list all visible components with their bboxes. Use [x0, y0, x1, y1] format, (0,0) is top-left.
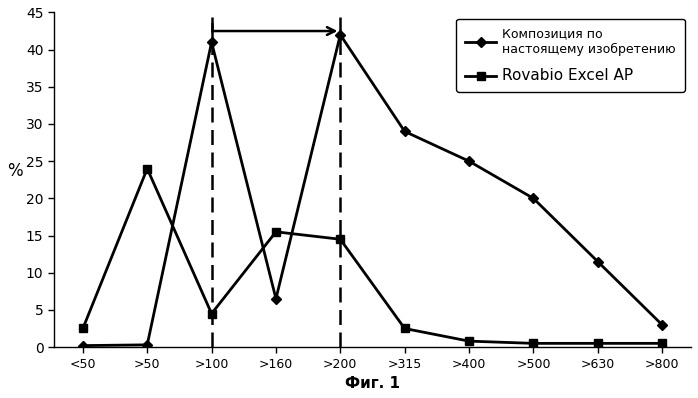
- Композиция по
настоящему изобретению: [79, 343, 87, 348]
- Rovabio Excel AP: [529, 341, 537, 346]
- Композиция по
настоящему изобретению: [272, 297, 280, 301]
- Композиция по
настоящему изобретению: [658, 322, 667, 327]
- Rovabio Excel AP: [336, 237, 345, 242]
- Rovabio Excel AP: [207, 311, 216, 316]
- Rovabio Excel AP: [593, 341, 602, 346]
- Legend: Композиция по
настоящему изобретению, Rovabio Excel AP: Композиция по настоящему изобретению, Ro…: [456, 19, 685, 92]
- Композиция по
настоящему изобретению: [336, 32, 345, 37]
- Композиция по
настоящему изобретению: [529, 196, 537, 201]
- Композиция по
настоящему изобретению: [207, 40, 216, 45]
- Rovabio Excel AP: [143, 166, 151, 171]
- Line: Композиция по
настоящему изобретению: Композиция по настоящему изобретению: [80, 31, 666, 349]
- Композиция по
настоящему изобретению: [465, 159, 473, 164]
- Line: Rovabio Excel AP: Rovabio Excel AP: [79, 164, 667, 347]
- Композиция по
настоящему изобретению: [143, 342, 151, 347]
- X-axis label: Фиг. 1: Фиг. 1: [345, 376, 400, 391]
- Rovabio Excel AP: [658, 341, 667, 346]
- Rovabio Excel AP: [465, 339, 473, 343]
- Rovabio Excel AP: [79, 326, 87, 331]
- Композиция по
настоящему изобретению: [401, 129, 409, 134]
- Композиция по
настоящему изобретению: [593, 259, 602, 264]
- Rovabio Excel AP: [272, 229, 280, 234]
- Rovabio Excel AP: [401, 326, 409, 331]
- Y-axis label: %: %: [7, 162, 22, 180]
